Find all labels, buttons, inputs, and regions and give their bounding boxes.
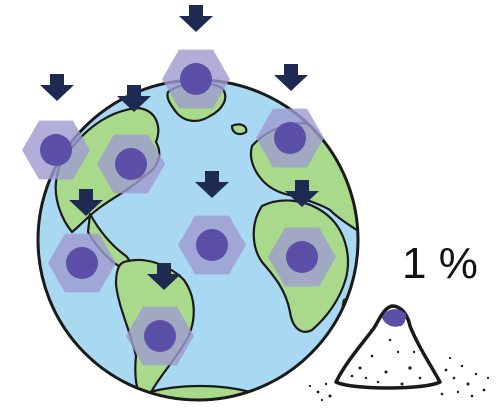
percentage-label: 1 %	[402, 239, 478, 288]
down-arrow-icon	[179, 5, 213, 32]
sand-pile-icon	[308, 304, 490, 402]
iceland-landmass	[230, 123, 248, 136]
down-arrow-icon	[40, 74, 74, 101]
down-arrow-icon	[274, 64, 308, 91]
sand-pile-tip	[382, 309, 406, 327]
antarctica-landmass	[148, 384, 252, 400]
